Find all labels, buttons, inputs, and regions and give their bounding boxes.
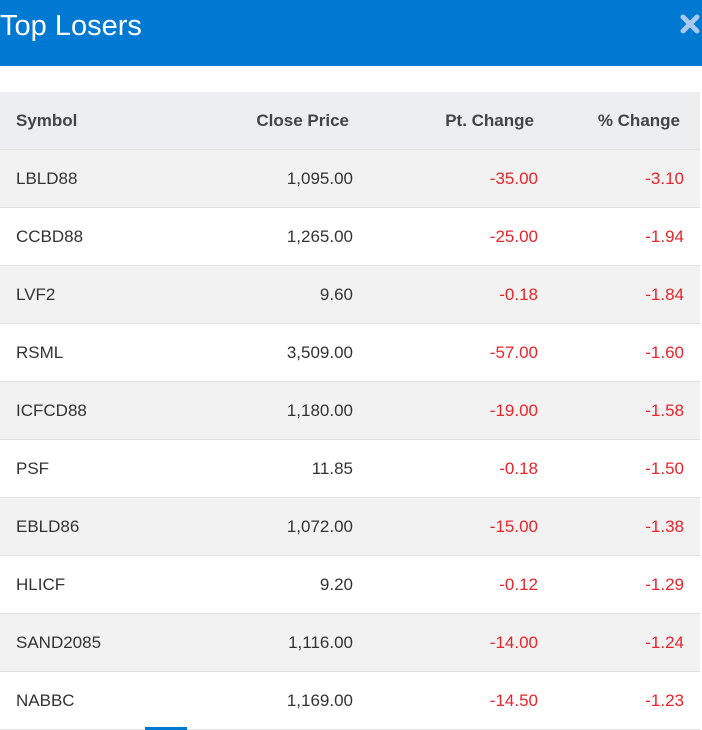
table-cell: 1,265.00 xyxy=(166,207,353,266)
table-row[interactable]: NABBC 1,169.00 -14.50 -1.23 xyxy=(0,671,700,730)
table-row[interactable]: LVF2 9.60 -0.18 -1.84 xyxy=(0,265,700,324)
table-cell: -1.38 xyxy=(538,497,700,556)
table-cell: -14.00 xyxy=(353,613,538,672)
table-cell: -35.00 xyxy=(353,149,538,208)
table-cell: -0.18 xyxy=(353,265,538,324)
column-header[interactable]: Symbol xyxy=(0,92,166,150)
table-row[interactable]: PSF 11.85 -0.18 -1.50 xyxy=(0,439,700,498)
table-cell: 9.60 xyxy=(166,265,353,324)
header-row: Symbol Close Price Pt. Change% Change xyxy=(0,92,700,150)
table-cell: LBLD88 xyxy=(0,149,166,208)
table-cell: -1.29 xyxy=(538,555,700,614)
table-cell: NABBC xyxy=(0,671,166,730)
table-cell: -1.84 xyxy=(538,265,700,324)
table-cell: SAND2085 xyxy=(0,613,166,672)
table-cell: -1.23 xyxy=(538,671,700,730)
table-cell: HLICF xyxy=(0,555,166,614)
table-cell: PSF xyxy=(0,439,166,498)
table-cell: ICFCD88 xyxy=(0,381,166,440)
table-cell: -1.24 xyxy=(538,613,700,672)
table-cell: -0.12 xyxy=(353,555,538,614)
table-cell: 1,116.00 xyxy=(166,613,353,672)
table-cell: -15.00 xyxy=(353,497,538,556)
table-cell: 1,180.00 xyxy=(166,381,353,440)
table-cell: -3.10 xyxy=(538,149,700,208)
table-row[interactable]: CCBD88 1,265.00 -25.00 -1.94 xyxy=(0,207,700,266)
table-row[interactable]: SAND2085 1,116.00 -14.00 -1.24 xyxy=(0,613,700,672)
column-header[interactable]: Close Price xyxy=(166,92,353,150)
table-cell: CCBD88 xyxy=(0,207,166,266)
column-header[interactable]: Pt. Change xyxy=(353,92,538,150)
scroll-indicator xyxy=(145,727,187,730)
table-cell: -1.94 xyxy=(538,207,700,266)
table-cell: LVF2 xyxy=(0,265,166,324)
column-header[interactable]: % Change xyxy=(538,92,700,150)
table-row[interactable]: LBLD88 1,095.00 -35.00 -3.10 xyxy=(0,149,700,208)
table-cell: 1,095.00 xyxy=(166,149,353,208)
table-cell: 1,169.00 xyxy=(166,671,353,730)
dialog-title: Top Losers xyxy=(0,10,142,42)
table-cell: -25.00 xyxy=(353,207,538,266)
table-cell: -1.60 xyxy=(538,323,700,382)
table-cell: -1.58 xyxy=(538,381,700,440)
table-cell: 1,072.00 xyxy=(166,497,353,556)
table-cell: 11.85 xyxy=(166,439,353,498)
table-cell: 9.20 xyxy=(166,555,353,614)
table-cell: RSML xyxy=(0,323,166,382)
table-row[interactable]: RSML 3,509.00 -57.00 -1.60 xyxy=(0,323,700,382)
table-row[interactable]: EBLD86 1,072.00 -15.00 -1.38 xyxy=(0,497,700,556)
table-cell: -0.18 xyxy=(353,439,538,498)
table-cell: -57.00 xyxy=(353,323,538,382)
table-cell: -19.00 xyxy=(353,381,538,440)
losers-table: Symbol Close Price Pt. Change% Change LBLD… xyxy=(0,92,700,730)
dialog-header: Top Losers xyxy=(0,0,702,66)
table-row[interactable]: HLICF 9.20 -0.12 -1.29 xyxy=(0,555,700,614)
table-cell: EBLD86 xyxy=(0,497,166,556)
table-cell: 3,509.00 xyxy=(166,323,353,382)
table-cell: -1.50 xyxy=(538,439,700,498)
table-row[interactable]: ICFCD88 1,180.00 -19.00 -1.58 xyxy=(0,381,700,440)
table-cell: -14.50 xyxy=(353,671,538,730)
close-button[interactable] xyxy=(680,14,700,34)
